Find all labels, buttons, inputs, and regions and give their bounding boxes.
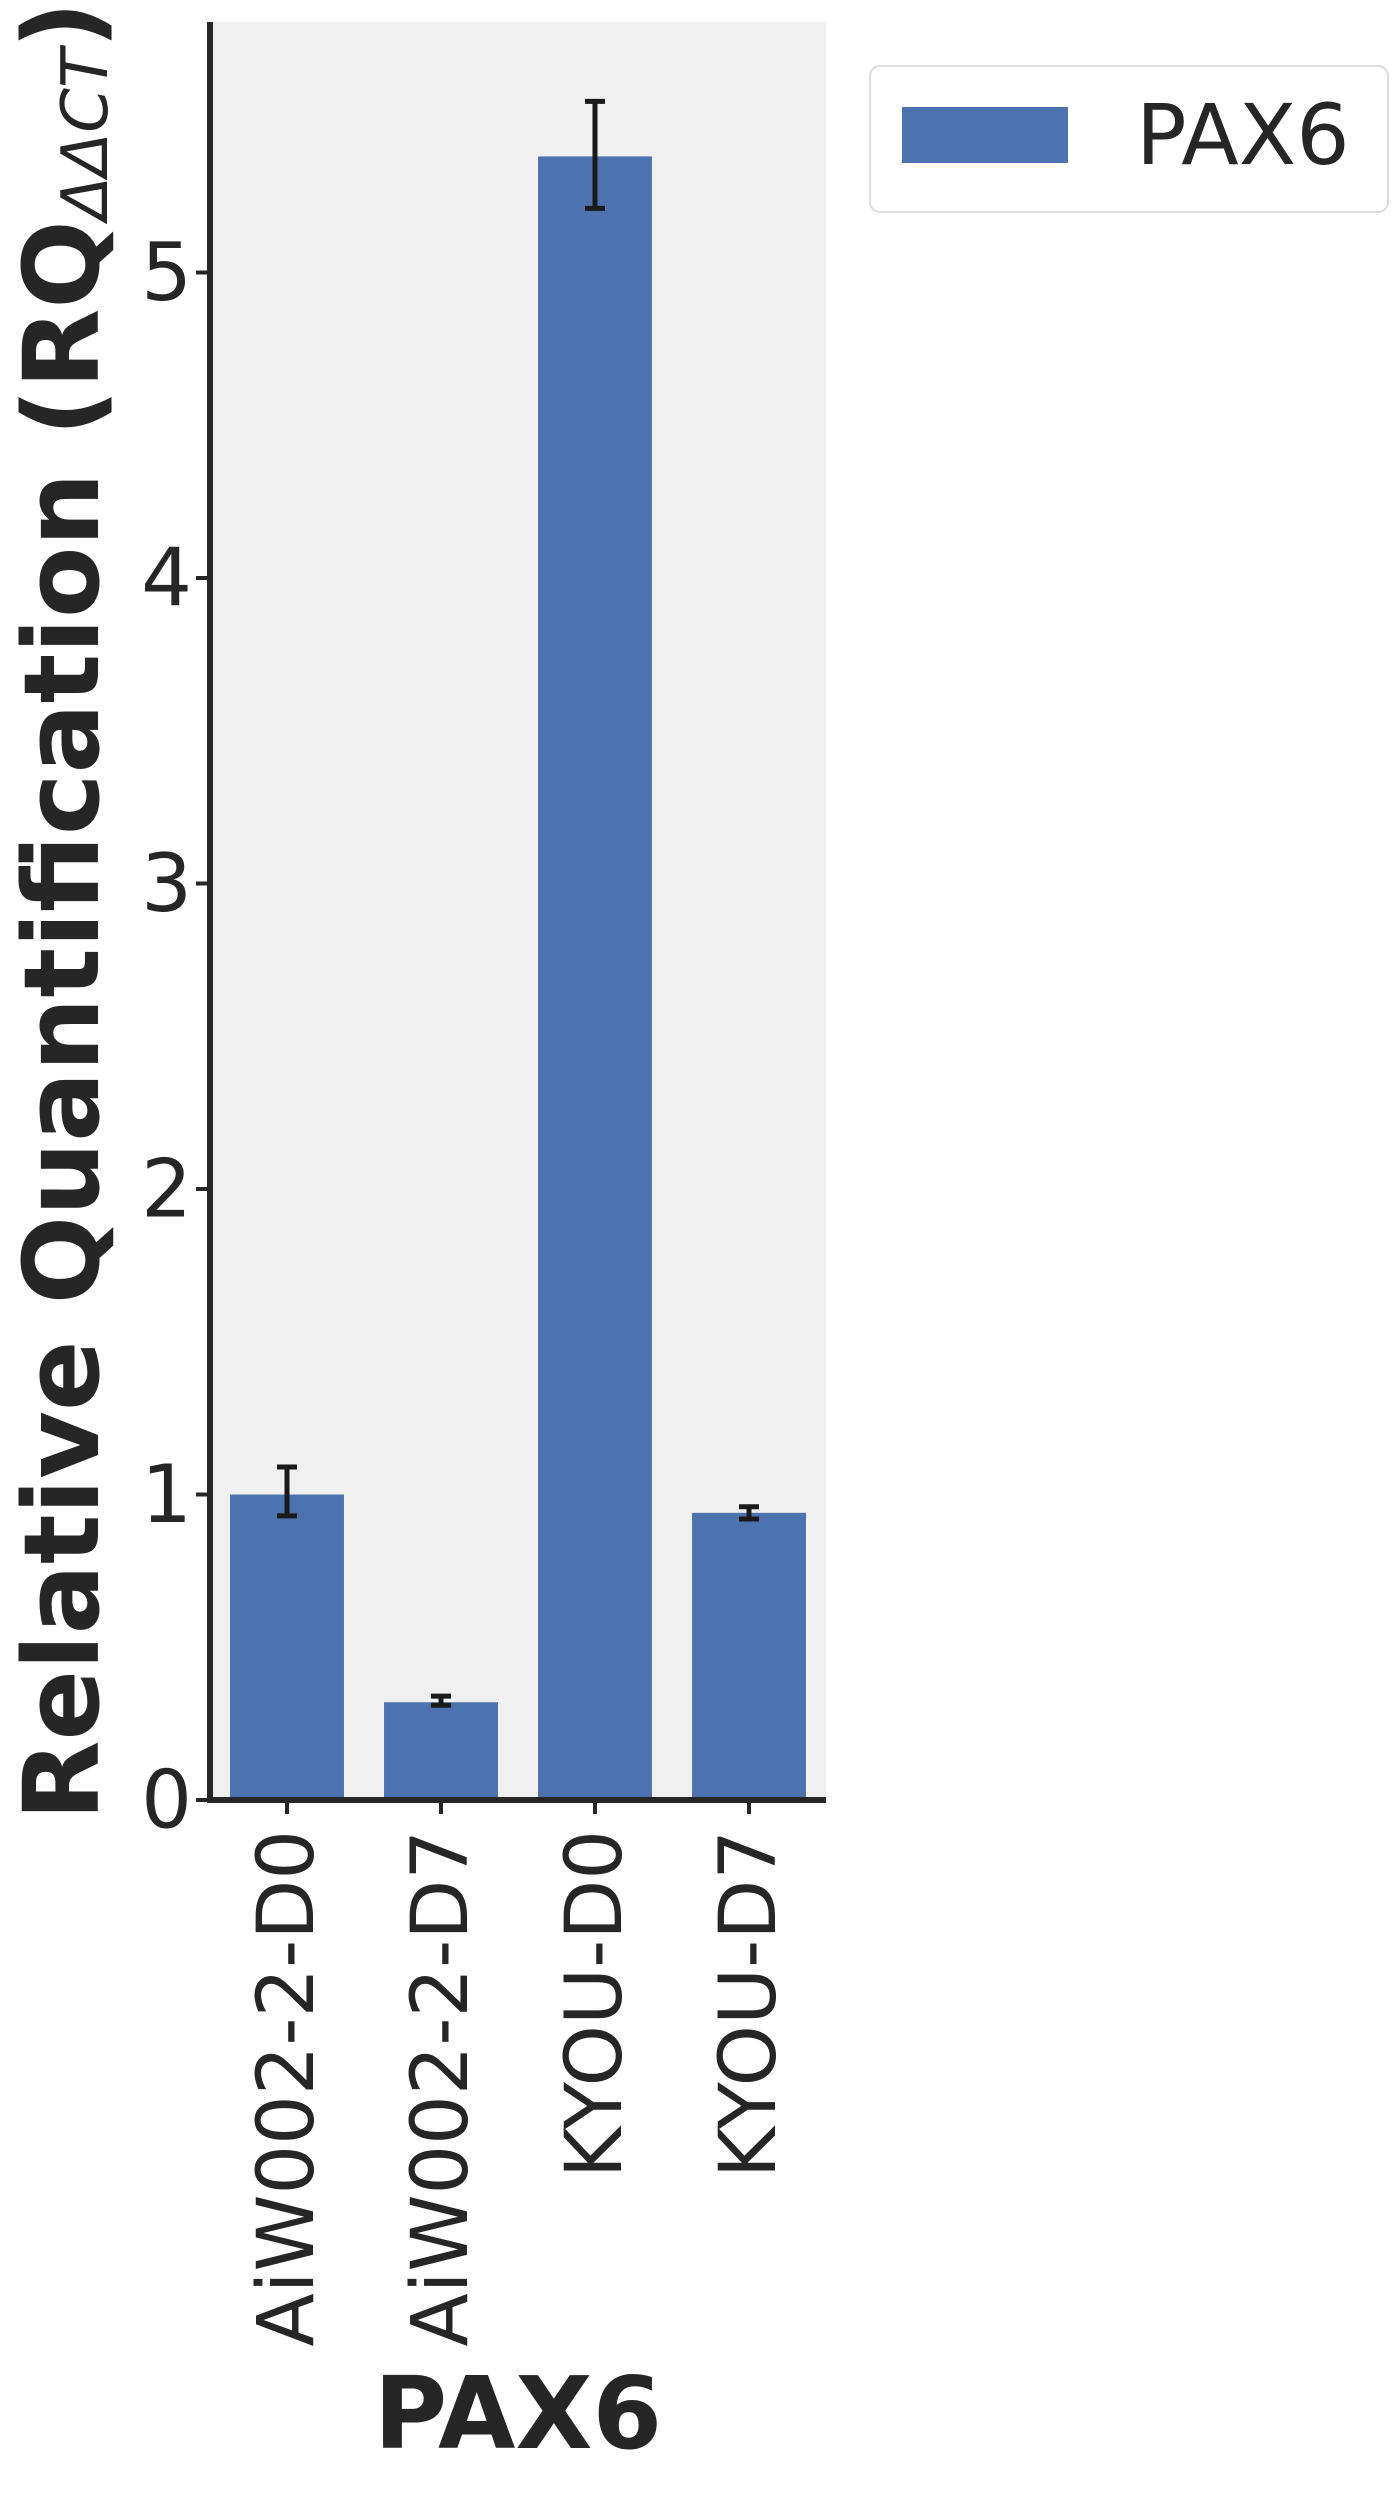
x-tick-label-KYOU-D0: KYOU-D0	[550, 1830, 640, 2178]
x-tick-label-KYOU-D7: KYOU-D7	[704, 1830, 794, 2178]
y-tick-label-3: 3	[141, 837, 192, 930]
error-bars-group	[277, 98, 759, 1708]
y-tick-label-4: 4	[141, 532, 192, 625]
bars-group	[230, 156, 806, 1801]
y-axis-label-close: )	[1, 1, 123, 49]
y-axis-label-subscript: ΔΔCT	[49, 44, 123, 225]
bar-KYOU-D7	[692, 1512, 806, 1800]
y-tick-label-5: 5	[141, 226, 192, 319]
bar-AiW002-2-D7	[384, 1702, 498, 1800]
x-tick-label-AiW002-2-D0: AiW002-2-D0	[242, 1830, 332, 2347]
y-axis-label: Relative Quantification (RQΔΔCT)	[1, 1, 123, 1820]
y-tick-label-2: 2	[141, 1143, 192, 1236]
legend-swatch-pax6	[902, 107, 1068, 163]
legend: PAX6	[869, 65, 1389, 213]
y-tick-label-0: 0	[141, 1754, 192, 1847]
legend-frame	[869, 65, 1389, 213]
y-ticks-group: 0 1 2 3 4 5	[141, 226, 210, 1847]
x-ticks-group: AiW002-2-D0 AiW002-2-D7 KYOU-D0 KYOU-D7	[242, 1800, 794, 2347]
y-tick-label-1: 1	[141, 1448, 192, 1541]
bar-AiW002-2-D0	[230, 1494, 344, 1800]
x-axis-label: PAX6	[374, 2355, 662, 2472]
bar-KYOU-D0	[538, 156, 652, 1801]
legend-label-pax6: PAX6	[1136, 86, 1350, 184]
y-axis-label-main: Relative Quantification (RQ	[1, 220, 123, 1820]
x-tick-label-AiW002-2-D7: AiW002-2-D7	[396, 1830, 486, 2347]
